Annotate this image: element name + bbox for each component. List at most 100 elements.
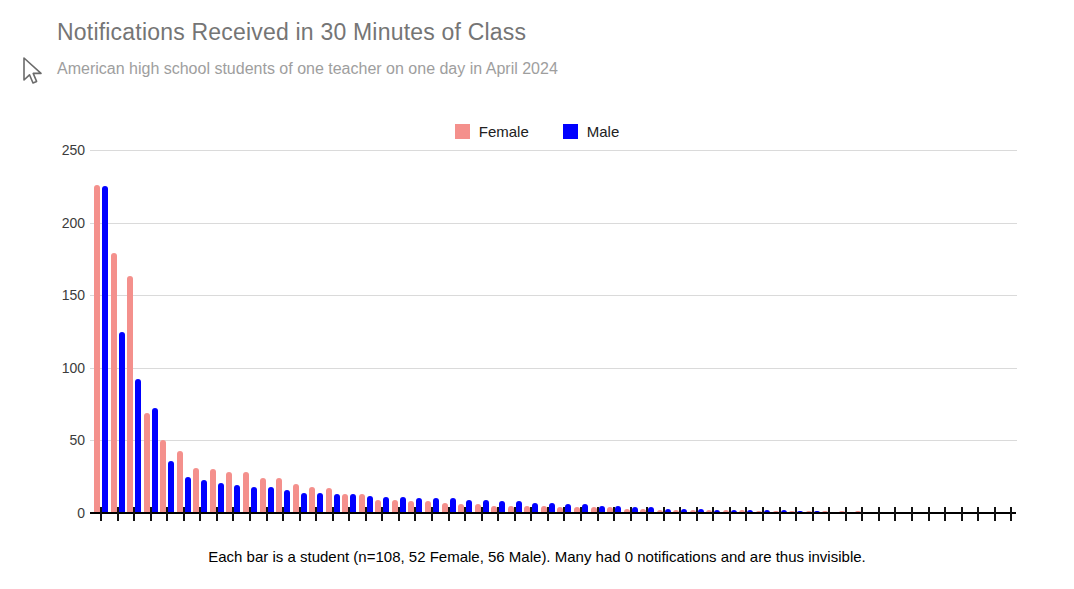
x-axis-tick-mark [613, 507, 615, 521]
gridline-200 [90, 223, 1017, 224]
bar-male [416, 498, 422, 513]
mouse-cursor-icon [21, 56, 43, 88]
x-axis-tick-mark [828, 507, 830, 521]
x-axis-tick-mark [928, 507, 930, 521]
x-axis-tick-mark [845, 507, 847, 521]
x-axis-tick-mark [381, 507, 383, 521]
page-title: Notifications Received in 30 Minutes of … [57, 19, 526, 46]
chart-caption: Each bar is a student (n=108, 52 Female,… [0, 548, 1074, 565]
legend-label-male: Male [587, 123, 620, 140]
x-axis-tick-mark [961, 507, 963, 521]
legend-item-male: Male [563, 123, 620, 140]
legend-swatch-female-icon [455, 124, 470, 139]
x-axis-tick-mark [266, 507, 268, 521]
bar-male [334, 494, 340, 513]
bar-male [433, 498, 439, 513]
bar-male [450, 498, 456, 513]
y-axis-label-250: 250 [30, 142, 85, 158]
x-axis-tick-mark [580, 507, 582, 521]
x-axis-tick-mark [150, 507, 152, 521]
x-axis-tick-mark [183, 507, 185, 521]
bar-male [251, 487, 257, 513]
x-axis-tick-mark [547, 507, 549, 521]
bar-female [177, 451, 183, 513]
bar-female [127, 276, 133, 513]
x-axis-tick-mark [630, 507, 632, 521]
x-axis-tick-mark [944, 507, 946, 521]
bar-male [301, 493, 307, 513]
x-axis-tick-mark [299, 507, 301, 521]
bar-male [102, 186, 108, 513]
x-axis-tick-mark [332, 507, 334, 521]
gridline-100 [90, 368, 1017, 369]
x-axis-tick-mark [977, 507, 979, 521]
bar-male [268, 487, 274, 513]
bar-male [185, 477, 191, 513]
y-axis-label-150: 150 [30, 287, 85, 303]
x-axis-tick-mark [679, 507, 681, 521]
bar-male [119, 332, 125, 514]
bar-male [400, 497, 406, 513]
x-axis-tick-mark [762, 507, 764, 521]
x-axis-tick-mark [117, 507, 119, 521]
bar-male [317, 493, 323, 513]
x-axis-tick-mark [514, 507, 516, 521]
x-axis-tick-mark [663, 507, 665, 521]
x-axis-tick-mark [348, 507, 350, 521]
x-axis-tick-mark [779, 507, 781, 521]
y-axis-label-50: 50 [30, 432, 85, 448]
x-axis-tick-mark [431, 507, 433, 521]
bar-female [160, 440, 166, 513]
x-axis-tick-mark [696, 507, 698, 521]
x-axis-tick-mark [563, 507, 565, 521]
x-axis-tick-mark [911, 507, 913, 521]
x-axis-tick-mark [199, 507, 201, 521]
x-axis-tick-mark [729, 507, 731, 521]
x-axis-tick-mark [448, 507, 450, 521]
x-axis-tick-mark [994, 507, 996, 521]
x-axis-tick-mark [812, 507, 814, 521]
bar-male [234, 485, 240, 513]
y-axis-label-0: 0 [30, 505, 85, 521]
x-axis-tick-mark [464, 507, 466, 521]
bar-male [201, 480, 207, 513]
bar-male [367, 496, 373, 513]
x-axis-tick-mark [530, 507, 532, 521]
x-axis-tick-mark [249, 507, 251, 521]
legend-swatch-male-icon [563, 124, 578, 139]
bar-male [135, 379, 141, 513]
x-axis-tick-mark [133, 507, 135, 521]
gridline-50 [90, 440, 1017, 441]
bar-male [168, 461, 174, 513]
x-axis-tick-mark [1010, 507, 1012, 521]
x-axis-tick-mark [481, 507, 483, 521]
bar-male [350, 494, 356, 513]
x-axis-tick-mark [878, 507, 880, 521]
x-axis-tick-mark [166, 507, 168, 521]
x-axis-tick-mark [894, 507, 896, 521]
x-axis-tick-mark [216, 507, 218, 521]
x-axis-tick-mark [597, 507, 599, 521]
legend: Female Male [0, 123, 1074, 140]
x-axis-tick-mark [282, 507, 284, 521]
gridline-250 [90, 150, 1017, 151]
bar-male [383, 497, 389, 513]
x-axis-tick-mark [414, 507, 416, 521]
page-subtitle: American high school students of one tea… [57, 60, 558, 78]
x-axis-tick-mark [365, 507, 367, 521]
legend-item-female: Female [455, 123, 529, 140]
y-axis-label-200: 200 [30, 215, 85, 231]
x-axis-tick-mark [497, 507, 499, 521]
x-axis-tick-mark [745, 507, 747, 521]
x-axis-tick-mark [861, 507, 863, 521]
bar-female [111, 253, 117, 513]
x-axis-tick-mark [646, 507, 648, 521]
x-axis-tick-mark [398, 507, 400, 521]
chart-page: Notifications Received in 30 Minutes of … [0, 0, 1074, 589]
x-axis-tick-mark [315, 507, 317, 521]
x-axis-tick-mark [232, 507, 234, 521]
gridline-150 [90, 295, 1017, 296]
bar-female [144, 413, 150, 513]
x-axis-tick-mark [795, 507, 797, 521]
bar-male [218, 483, 224, 513]
